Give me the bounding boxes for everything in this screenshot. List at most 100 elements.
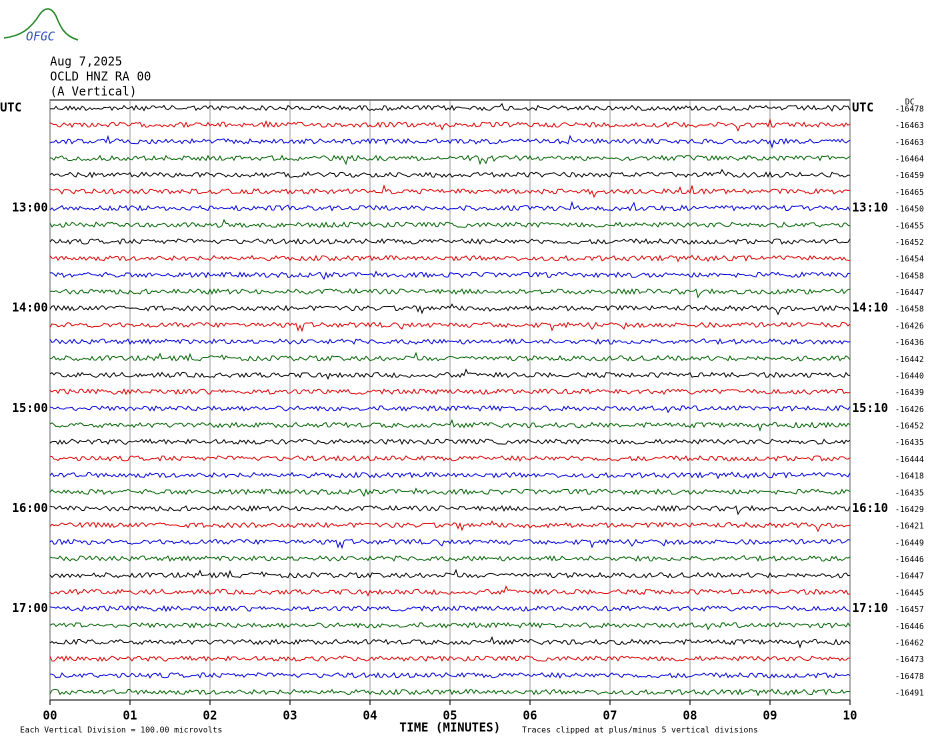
dc-offset: -16473 (895, 655, 924, 664)
left-label: 14:00 (12, 301, 48, 315)
dc-offset: -16462 (895, 638, 924, 647)
dc-offset: -16435 (895, 438, 924, 447)
trace (49, 303, 851, 316)
x-tick-label: 03 (283, 709, 297, 723)
trace (49, 254, 851, 263)
dc-offset: -16449 (895, 538, 924, 547)
trace (49, 238, 851, 246)
x-tick-label: 07 (603, 709, 617, 723)
x-tick-label: 08 (683, 709, 697, 723)
trace (49, 604, 851, 613)
left-label: 13:00 (12, 201, 48, 215)
x-tick-label: 05 (443, 709, 457, 723)
trace (49, 671, 851, 679)
dc-offset: -16445 (895, 588, 924, 597)
trace (49, 351, 851, 362)
trace (49, 388, 851, 396)
trace (49, 168, 851, 179)
trace (50, 455, 851, 462)
right-label: UTC (852, 101, 874, 115)
trace (49, 287, 851, 299)
dc-offset: -16478 (895, 672, 924, 681)
trace (49, 184, 851, 199)
dc-offset: -16491 (895, 689, 924, 698)
trace (49, 102, 851, 112)
trace (49, 655, 851, 662)
right-label: 16:10 (852, 501, 888, 515)
dc-offset: -16450 (895, 205, 924, 214)
dc-offset: -16465 (895, 188, 924, 197)
dc-offset: -16426 (895, 321, 924, 330)
x-tick-label: 02 (203, 709, 217, 723)
x-tick-label: 04 (363, 709, 377, 723)
right-label: 17:10 (852, 601, 888, 615)
left-label: 17:00 (12, 601, 48, 615)
trace (49, 471, 851, 480)
dc-offset: -16478 (895, 105, 924, 114)
x-tick-label: 00 (43, 709, 57, 723)
trace (49, 538, 851, 550)
trace (49, 585, 851, 597)
trace (49, 337, 851, 346)
trace (49, 200, 851, 212)
x-axis-label: TIME (MINUTES) (399, 721, 500, 735)
dc-offset: -16418 (895, 472, 924, 481)
trace (49, 270, 851, 281)
dc-offset: -16446 (895, 555, 924, 564)
dc-offset: -16439 (895, 388, 924, 397)
left-label: 15:00 (12, 401, 48, 415)
dc-offset: -16435 (895, 488, 924, 497)
trace (49, 635, 851, 649)
dc-offset: -16440 (895, 371, 924, 380)
right-label: 14:10 (852, 301, 888, 315)
logo-text: OFGC (26, 30, 56, 44)
trace (49, 321, 851, 333)
dc-offset: -16444 (895, 455, 924, 464)
trace (49, 118, 851, 132)
dc-offset: -16452 (895, 238, 924, 247)
trace (49, 134, 851, 149)
right-label: 15:10 (852, 401, 888, 415)
footnote: Traces clipped at plus/minus 5 vertical … (522, 726, 758, 735)
dc-label: DC (905, 98, 915, 107)
dc-offset: -16452 (895, 422, 924, 431)
dc-offset: -16421 (895, 522, 924, 531)
right-label: 13:10 (852, 201, 888, 215)
x-tick-label: 09 (763, 709, 777, 723)
trace (50, 405, 851, 414)
title-line: Aug 7,2025 (50, 55, 122, 69)
dc-offset: -16463 (895, 138, 924, 147)
trace (49, 568, 851, 579)
trace (49, 504, 851, 516)
trace (49, 418, 851, 432)
dc-offset: -16459 (895, 171, 924, 180)
dc-offset: -16454 (895, 255, 924, 264)
logo-mark (3, 8, 79, 41)
dc-offset: -16464 (895, 155, 924, 164)
dc-offset: -16447 (895, 572, 924, 581)
trace (49, 368, 851, 380)
trace (49, 154, 851, 166)
dc-offset: -16463 (895, 121, 924, 130)
dc-offset: -16446 (895, 622, 924, 631)
x-tick-label: 01 (123, 709, 137, 723)
x-tick-label: 10 (843, 709, 857, 723)
trace (49, 218, 851, 229)
dc-offset: -16442 (895, 355, 924, 364)
trace (49, 554, 851, 562)
footnote: Each Vertical Division = 100.00 microvol… (20, 726, 222, 735)
title-line: OCLD HNZ RA 00 (50, 70, 151, 84)
dc-offset: -16436 (895, 338, 924, 347)
trace (49, 487, 851, 498)
dc-offset: -16458 (895, 271, 924, 280)
trace (49, 688, 851, 697)
left-label: 16:00 (12, 501, 48, 515)
dc-offset: -16455 (895, 221, 924, 230)
dc-offset: -16457 (895, 605, 924, 614)
left-label: UTC (0, 101, 22, 115)
dc-offset: -16429 (895, 505, 924, 514)
dc-offset: -16447 (895, 288, 924, 297)
trace (49, 621, 851, 631)
dc-offset: -16458 (895, 305, 924, 314)
